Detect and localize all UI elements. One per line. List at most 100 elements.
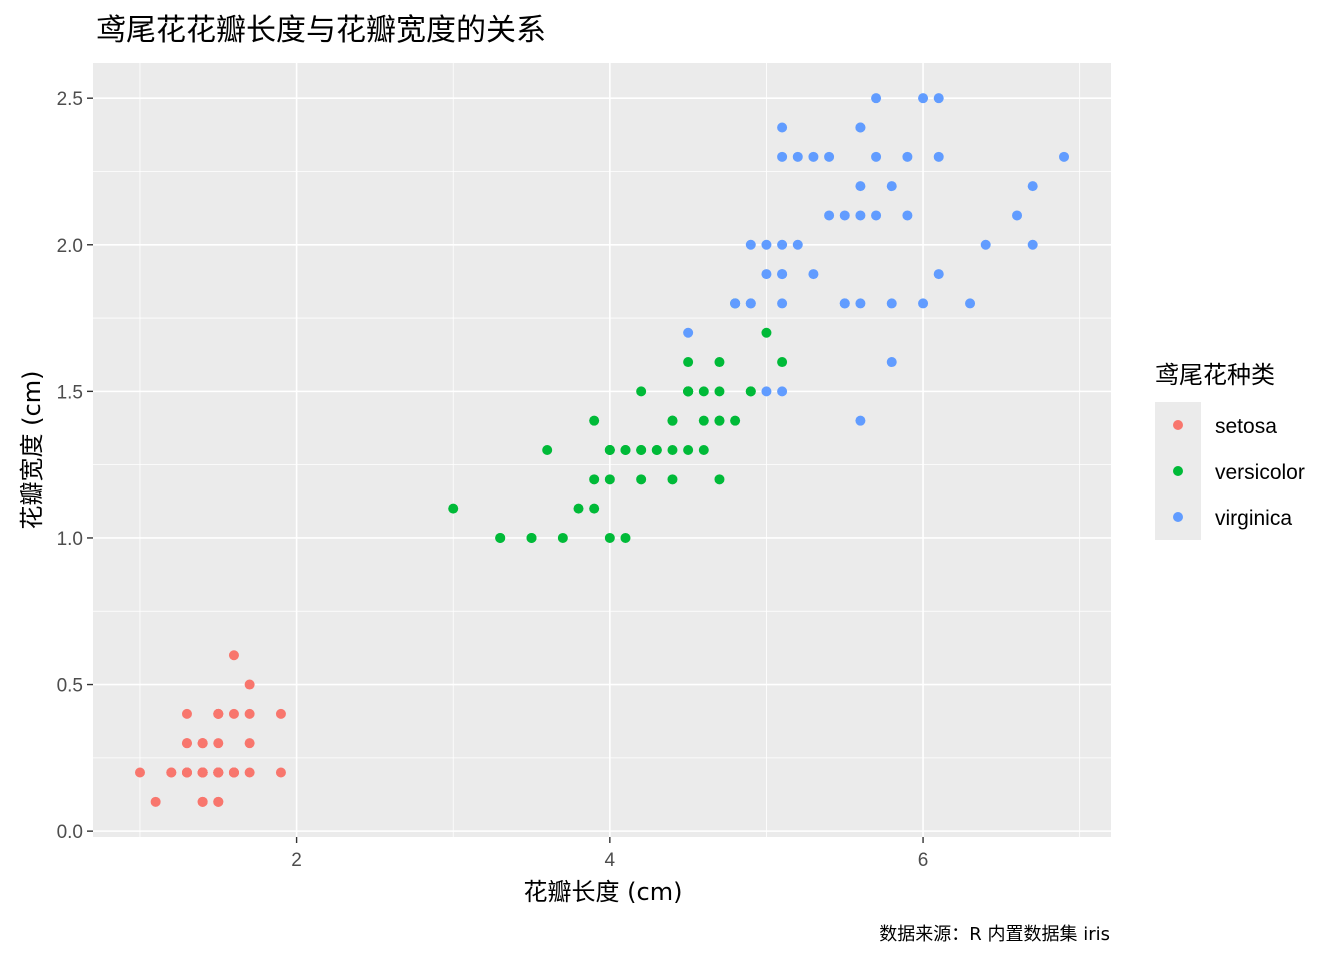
point-versicolor	[714, 357, 725, 368]
y-tick-label: 2.5	[57, 89, 83, 110]
point-setosa	[244, 679, 255, 690]
point-versicolor	[557, 532, 568, 543]
point-versicolor	[526, 532, 537, 543]
point-virginica	[1027, 239, 1038, 250]
point-virginica	[902, 210, 913, 221]
point-versicolor	[714, 474, 725, 485]
point-setosa	[228, 650, 239, 661]
point-virginica	[808, 269, 819, 280]
legend: 鸢尾花种类 setosa versicolor virginica	[1155, 361, 1305, 540]
point-virginica	[980, 239, 991, 250]
point-versicolor	[542, 445, 553, 455]
point-virginica	[918, 93, 929, 104]
point-virginica	[886, 181, 897, 192]
y-axis-title: 花瓣宽度 (cm)	[18, 371, 46, 530]
point-versicolor	[745, 386, 756, 397]
point-versicolor	[573, 503, 584, 514]
point-setosa	[166, 767, 177, 778]
y-tick-label: 1.0	[57, 529, 83, 550]
point-versicolor	[761, 327, 772, 338]
point-setosa	[244, 708, 255, 719]
point-virginica	[871, 210, 882, 221]
y-tick-label: 2.0	[57, 236, 83, 257]
point-virginica	[777, 239, 788, 250]
point-setosa	[213, 708, 224, 719]
point-virginica	[777, 386, 788, 397]
point-versicolor	[448, 503, 459, 514]
point-virginica	[855, 210, 866, 221]
x-tick-label: 4	[605, 850, 616, 871]
point-versicolor	[698, 386, 709, 397]
point-virginica	[871, 93, 882, 104]
point-virginica	[777, 122, 788, 133]
point-virginica	[933, 93, 944, 104]
point-virginica	[902, 151, 913, 162]
point-virginica	[745, 298, 756, 309]
point-virginica	[886, 298, 897, 309]
point-virginica	[824, 210, 835, 221]
data-points	[134, 93, 1070, 807]
point-versicolor	[651, 445, 662, 455]
y-axis-ticks: 0.0 0.5 1.0 1.5 2.0 2.5	[57, 89, 93, 843]
point-setosa	[197, 796, 208, 807]
point-virginica	[855, 415, 866, 426]
legend-key-versicolor	[1173, 466, 1183, 476]
plot-panel	[93, 63, 1111, 837]
point-setosa	[213, 738, 224, 749]
point-versicolor	[495, 532, 506, 543]
point-virginica	[777, 298, 788, 309]
point-versicolor	[636, 445, 647, 455]
point-versicolor	[636, 386, 647, 397]
point-setosa	[197, 738, 208, 749]
point-virginica	[965, 298, 976, 309]
caption: 数据来源：R 内置数据集 iris	[879, 924, 1110, 945]
point-versicolor	[589, 474, 600, 485]
point-versicolor	[604, 445, 615, 455]
point-versicolor	[589, 415, 600, 426]
y-tick-label: 0.0	[57, 822, 83, 843]
legend-key-virginica	[1173, 512, 1183, 522]
point-virginica	[1027, 181, 1038, 192]
point-virginica	[1059, 151, 1070, 162]
point-virginica	[683, 327, 694, 338]
point-setosa	[213, 767, 224, 778]
point-versicolor	[730, 415, 741, 426]
point-versicolor	[683, 386, 694, 397]
legend-title: 鸢尾花种类	[1155, 361, 1275, 389]
point-setosa	[244, 767, 255, 778]
point-virginica	[808, 151, 819, 162]
point-versicolor	[714, 386, 725, 397]
point-virginica	[886, 357, 897, 368]
point-versicolor	[667, 474, 678, 485]
point-virginica	[777, 269, 788, 280]
point-virginica	[761, 269, 772, 280]
chart-title: 鸢尾花花瓣长度与花瓣宽度的关系	[96, 13, 546, 48]
point-virginica	[761, 386, 772, 397]
point-setosa	[181, 767, 192, 778]
legend-label-virginica: virginica	[1215, 507, 1292, 530]
x-tick-label: 6	[918, 850, 929, 871]
point-setosa	[275, 767, 286, 778]
point-virginica	[855, 298, 866, 309]
point-versicolor	[589, 503, 600, 514]
x-axis-ticks: 2 4 6	[291, 837, 928, 871]
point-versicolor	[620, 532, 631, 543]
point-setosa	[244, 738, 255, 749]
point-versicolor	[698, 445, 709, 455]
point-virginica	[855, 181, 866, 192]
point-virginica	[855, 122, 866, 133]
point-virginica	[745, 239, 756, 250]
legend-label-setosa: setosa	[1215, 415, 1277, 438]
point-setosa	[228, 708, 239, 719]
point-virginica	[777, 151, 788, 162]
point-setosa	[228, 767, 239, 778]
point-versicolor	[698, 415, 709, 426]
x-tick-label: 2	[291, 850, 302, 871]
point-setosa	[181, 738, 192, 749]
point-setosa	[275, 708, 286, 719]
point-versicolor	[777, 357, 788, 368]
x-axis-title: 花瓣长度 (cm)	[524, 878, 683, 906]
point-setosa	[213, 796, 224, 807]
point-versicolor	[604, 532, 615, 543]
